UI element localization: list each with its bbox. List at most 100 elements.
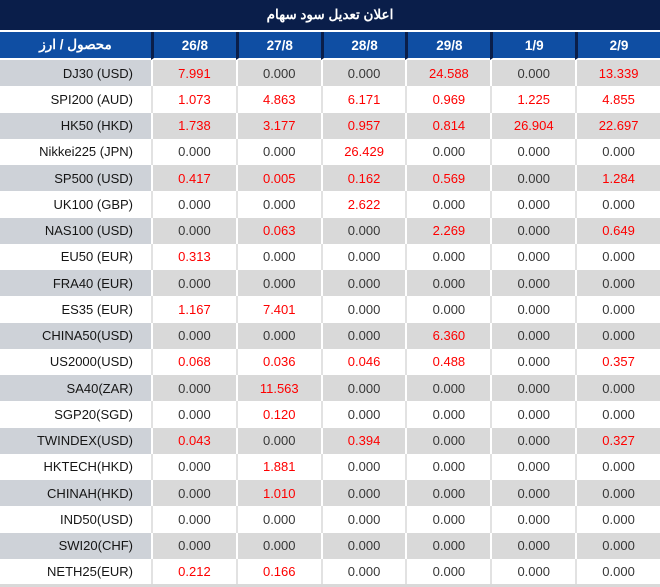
value-cell: 0.046 — [320, 348, 406, 375]
value-cell: 0.000 — [320, 270, 406, 297]
value-cell: 0.000 — [235, 506, 321, 533]
row-label: SGP20(SGD) — [0, 401, 151, 428]
value-cell: 2.622 — [320, 191, 406, 218]
table-row: NAS100 (USD) 0.000 0.063 0.000 2.269 0.000 0.6… — [0, 217, 660, 244]
value-cell: 0.000 — [151, 217, 236, 244]
value-cell: 0.000 — [320, 506, 406, 533]
table-row: TWINDEX(USD) 0.043 0.000 0.394 0.000 0.000 0.3… — [0, 427, 660, 454]
value-cell: 0.000 — [235, 191, 321, 218]
value-cell: 0.000 — [151, 532, 236, 559]
value-cell: 0.000 — [575, 243, 660, 270]
column-header-date-3: 28/8 — [320, 32, 406, 60]
row-label: Nikkei225 (JPN) — [0, 138, 151, 165]
value-cell: 0.000 — [235, 427, 321, 454]
column-header-date-5: 1/9 — [490, 32, 576, 60]
row-label: UK100 (GBP) — [0, 191, 151, 218]
value-cell: 0.000 — [151, 191, 236, 218]
row-label: DJ30 (USD) — [0, 60, 151, 87]
value-cell: 0.957 — [320, 112, 406, 139]
table-row: DJ30 (USD) 7.991 0.000 0.000 24.588 0.000 13.3… — [0, 60, 660, 87]
column-header-date-1: 26/8 — [151, 32, 236, 60]
value-cell: 0.000 — [320, 558, 406, 585]
value-cell: 0.000 — [151, 138, 236, 165]
value-cell: 0.357 — [575, 348, 660, 375]
value-cell: 0.000 — [235, 138, 321, 165]
table-row: SPI200 (AUD) 1.073 4.863 6.171 0.969 1.225 4.8… — [0, 86, 660, 113]
value-cell: 0.000 — [151, 401, 236, 428]
table-row: US2000(USD) 0.068 0.036 0.046 0.488 0.000 0.35… — [0, 348, 660, 375]
value-cell: 0.000 — [490, 165, 576, 192]
value-cell: 22.697 — [575, 112, 660, 139]
value-cell: 1.738 — [151, 112, 236, 139]
column-header-date-2: 27/8 — [235, 32, 321, 60]
value-cell: 0.000 — [405, 296, 491, 323]
value-cell: 0.000 — [320, 296, 406, 323]
table-row: EU50 (EUR) 0.313 0.000 0.000 0.000 0.000 0.000 — [0, 243, 660, 270]
value-cell: 11.563 — [235, 375, 321, 402]
value-cell: 0.000 — [151, 480, 236, 507]
next-row-partial-strip — [0, 584, 660, 587]
value-cell: 0.000 — [320, 480, 406, 507]
value-cell: 2.269 — [405, 217, 491, 244]
value-cell: 0.000 — [490, 453, 576, 480]
value-cell: 0.068 — [151, 348, 236, 375]
table-row: SGP20(SGD) 0.000 0.120 0.000 0.000 0.000 0.000 — [0, 401, 660, 428]
row-label: EU50 (EUR) — [0, 243, 151, 270]
table-row: CHINA50(USD) 0.000 0.000 0.000 6.360 0.000 0.0… — [0, 322, 660, 349]
value-cell: 4.855 — [575, 86, 660, 113]
value-cell: 0.000 — [490, 375, 576, 402]
row-label: SP500 (USD) — [0, 165, 151, 192]
value-cell: 0.327 — [575, 427, 660, 454]
value-cell: 0.000 — [405, 375, 491, 402]
table-row: UK100 (GBP) 0.000 0.000 2.622 0.000 0.000 0.00… — [0, 191, 660, 218]
value-cell: 0.000 — [575, 322, 660, 349]
value-cell: 0.000 — [320, 322, 406, 349]
value-cell: 0.000 — [575, 401, 660, 428]
table-row: IND50(USD) 0.000 0.000 0.000 0.000 0.000 0.000 — [0, 506, 660, 533]
value-cell: 0.212 — [151, 558, 236, 585]
row-label: CHINAH(HKD) — [0, 480, 151, 507]
value-cell: 0.000 — [405, 401, 491, 428]
row-label: HKTECH(HKD) — [0, 453, 151, 480]
value-cell: 0.000 — [575, 532, 660, 559]
column-header-date-4: 29/8 — [405, 32, 491, 60]
value-cell: 1.073 — [151, 86, 236, 113]
value-cell: 0.000 — [405, 506, 491, 533]
value-cell: 3.177 — [235, 112, 321, 139]
value-cell: 0.063 — [235, 217, 321, 244]
row-label: IND50(USD) — [0, 506, 151, 533]
table-body: DJ30 (USD) 7.991 0.000 0.000 24.588 0.000 13.3… — [0, 60, 660, 585]
row-label: FRA40 (EUR) — [0, 270, 151, 297]
value-cell: 0.000 — [405, 243, 491, 270]
value-cell: 0.814 — [405, 112, 491, 139]
value-cell: 0.969 — [405, 86, 491, 113]
value-cell: 0.417 — [151, 165, 236, 192]
value-cell: 0.000 — [490, 191, 576, 218]
value-cell: 0.120 — [235, 401, 321, 428]
value-cell: 0.000 — [405, 558, 491, 585]
table-row: NETH25(EUR) 0.212 0.166 0.000 0.000 0.000 0.00… — [0, 558, 660, 585]
value-cell: 0.488 — [405, 348, 491, 375]
value-cell: 0.166 — [235, 558, 321, 585]
value-cell: 0.000 — [405, 270, 491, 297]
value-cell: 1.167 — [151, 296, 236, 323]
value-cell: 0.649 — [575, 217, 660, 244]
value-cell: 0.000 — [575, 138, 660, 165]
value-cell: 0.000 — [151, 506, 236, 533]
row-label: SA40(ZAR) — [0, 375, 151, 402]
value-cell: 0.000 — [151, 270, 236, 297]
value-cell: 1.225 — [490, 86, 576, 113]
value-cell: 0.000 — [490, 427, 576, 454]
value-cell: 0.000 — [575, 480, 660, 507]
value-cell: 0.000 — [235, 322, 321, 349]
value-cell: 1.881 — [235, 453, 321, 480]
value-cell: 0.043 — [151, 427, 236, 454]
value-cell: 0.000 — [320, 401, 406, 428]
value-cell: 0.000 — [235, 270, 321, 297]
value-cell: 0.000 — [405, 191, 491, 218]
table-row: HK50 (HKD) 1.738 3.177 0.957 0.814 26.904 22.6… — [0, 112, 660, 139]
value-cell: 0.000 — [575, 296, 660, 323]
column-header-product-currency: محصول / ارز — [0, 32, 151, 60]
value-cell: 0.000 — [490, 401, 576, 428]
value-cell: 0.000 — [575, 191, 660, 218]
